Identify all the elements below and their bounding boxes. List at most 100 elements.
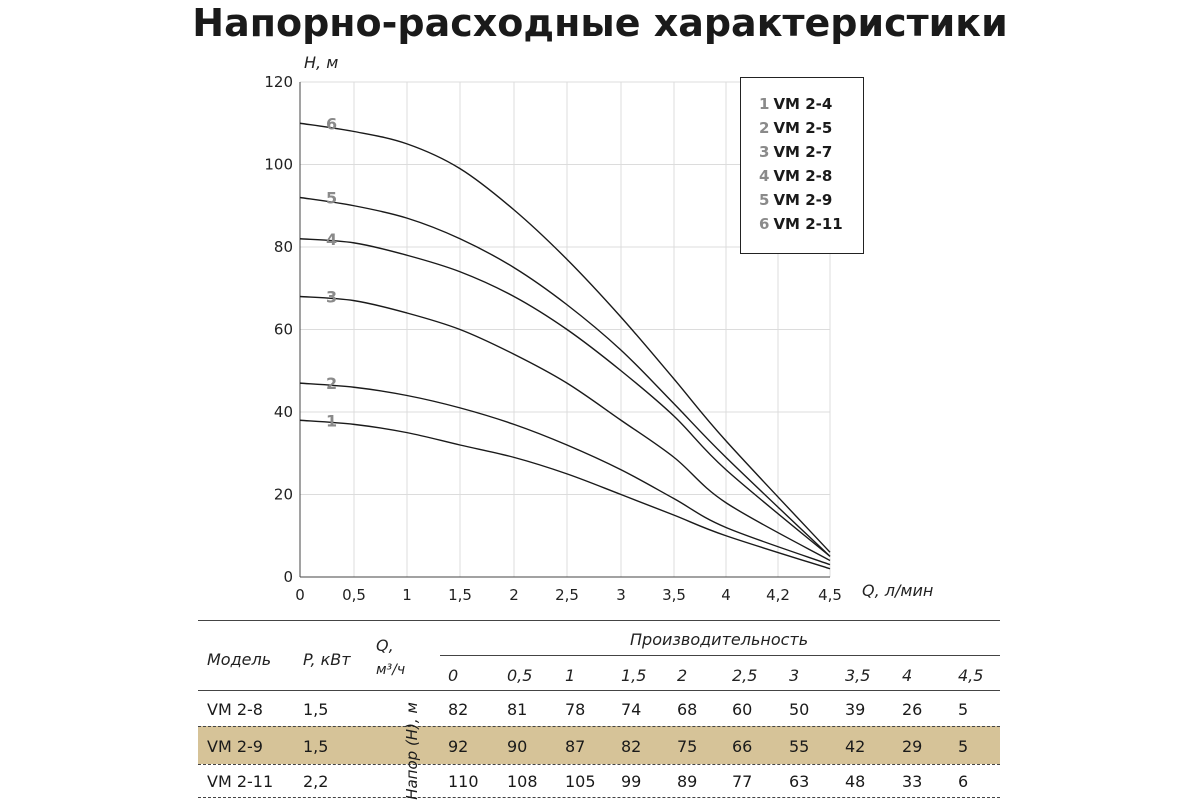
head-value-cell: 105 [565, 772, 596, 791]
x-tick-label: 1,5 [448, 586, 472, 604]
legend-item: 2 VM 2-5 [759, 119, 833, 137]
x-tick-label: 4 [721, 586, 731, 604]
q-value-header: 4,5 [958, 666, 984, 685]
page-title: Напорно-расходные характеристики [192, 1, 1008, 45]
head-value-cell: 108 [507, 772, 538, 791]
y-axis-title: H, м [304, 53, 338, 72]
q-value-header: 1 [565, 666, 576, 685]
col-header-q-unit: м³/ч [376, 662, 406, 678]
series-number-label: 6 [326, 114, 337, 133]
x-tick-label: 3,5 [662, 586, 686, 604]
head-value-cell: 5 [958, 737, 969, 756]
y-tick-label: 0 [283, 568, 293, 586]
row-divider [198, 797, 1000, 798]
head-value-cell: 92 [448, 737, 469, 756]
head-value-cell: 48 [845, 772, 866, 791]
head-value-cell: 90 [507, 737, 528, 756]
head-value-cell: 42 [845, 737, 866, 756]
head-axis-label: Напор (H), м [403, 702, 421, 800]
series-line [299, 122, 831, 553]
head-value-cell: 33 [902, 772, 923, 791]
legend-item: 6 VM 2-11 [759, 215, 843, 233]
series-number-label: 1 [326, 411, 337, 430]
head-value-cell: 29 [902, 737, 923, 756]
head-value-cell: 77 [732, 772, 753, 791]
x-tick-label: 0 [295, 586, 305, 604]
series-line [299, 238, 831, 557]
table-group-rule [440, 655, 1000, 656]
q-value-header: 1,5 [621, 666, 647, 685]
x-tick-label: 4,5 [818, 586, 842, 604]
head-value-cell: 68 [677, 700, 698, 719]
head-value-cell: 110 [448, 772, 479, 791]
legend-item: 1 VM 2-4 [759, 95, 833, 113]
q-value-header: 3,5 [845, 666, 871, 685]
table-top-rule [198, 620, 1000, 621]
head-value-cell: 50 [789, 700, 810, 719]
head-value-cell: 81 [507, 700, 528, 719]
model-cell: VM 2-8 [207, 700, 263, 719]
series-line [299, 196, 831, 557]
legend-item: 4 VM 2-8 [759, 167, 833, 185]
head-value-cell: 66 [732, 737, 753, 756]
head-value-cell: 78 [565, 700, 586, 719]
y-tick-label: 100 [264, 156, 293, 174]
head-value-cell: 55 [789, 737, 810, 756]
power-cell: 1,5 [303, 700, 329, 719]
col-header-power: P, кВт [303, 650, 351, 669]
x-axis-title: Q, л/мин [862, 581, 933, 600]
head-value-cell: 74 [621, 700, 642, 719]
head-value-cell: 60 [732, 700, 753, 719]
q-value-header: 0,5 [507, 666, 533, 685]
head-value-cell: 26 [902, 700, 923, 719]
q-value-header: 3 [789, 666, 800, 685]
series-number-label: 3 [326, 288, 337, 307]
head-value-cell: 82 [448, 700, 469, 719]
col-header-q: Q, [376, 636, 394, 655]
head-value-cell: 99 [621, 772, 642, 791]
x-tick-label: 0,5 [342, 586, 366, 604]
power-cell: 2,2 [303, 772, 329, 791]
head-value-cell: 89 [677, 772, 698, 791]
head-value-cell: 87 [565, 737, 586, 756]
y-tick-label: 20 [274, 486, 293, 504]
head-value-cell: 5 [958, 700, 969, 719]
x-tick-label: 1 [402, 586, 412, 604]
q-value-header: 2 [677, 666, 688, 685]
highlight-band [198, 726, 1000, 764]
series-line [299, 382, 831, 566]
model-cell: VM 2-11 [207, 772, 274, 791]
series-number-label: 4 [326, 230, 337, 249]
series-number-label: 5 [326, 189, 337, 208]
x-tick-label: 2,5 [555, 586, 579, 604]
head-value-cell: 82 [621, 737, 642, 756]
series-number-label: 2 [326, 374, 337, 393]
series-line [299, 295, 831, 562]
power-cell: 1,5 [303, 737, 329, 756]
y-tick-label: 80 [274, 238, 293, 256]
row-divider [198, 764, 1000, 765]
row-divider [198, 726, 1000, 727]
col-header-model: Модель [207, 650, 272, 669]
q-value-header: 0 [448, 666, 459, 685]
group-header-performance: Производительность [630, 630, 809, 649]
head-value-cell: 39 [845, 700, 866, 719]
head-value-cell: 75 [677, 737, 698, 756]
head-value-cell: 63 [789, 772, 810, 791]
q-value-header: 2,5 [732, 666, 758, 685]
table-header-rule [198, 690, 1000, 691]
legend-item: 5 VM 2-9 [759, 191, 833, 209]
x-tick-label: 3 [616, 586, 626, 604]
x-tick-label: 4,2 [766, 586, 790, 604]
y-tick-label: 40 [274, 403, 293, 421]
head-value-cell: 6 [958, 772, 969, 791]
x-tick-label: 2 [509, 586, 519, 604]
y-tick-label: 120 [264, 73, 293, 91]
model-cell: VM 2-9 [207, 737, 263, 756]
head-flow-chart: 0 20 40 60 80 100 120 0 0,5 1 1,5 2 2,5 3 3,5 4 4,2 4,5 H,… [264, 53, 933, 604]
q-value-header: 4 [902, 666, 913, 685]
legend-item: 3 VM 2-7 [759, 143, 833, 161]
chart-legend: 1 VM 2-4 2 VM 2-5 3 VM 2-7 4 VM 2-8 5 VM 2-9 … [740, 77, 864, 254]
y-tick-label: 60 [274, 321, 293, 339]
